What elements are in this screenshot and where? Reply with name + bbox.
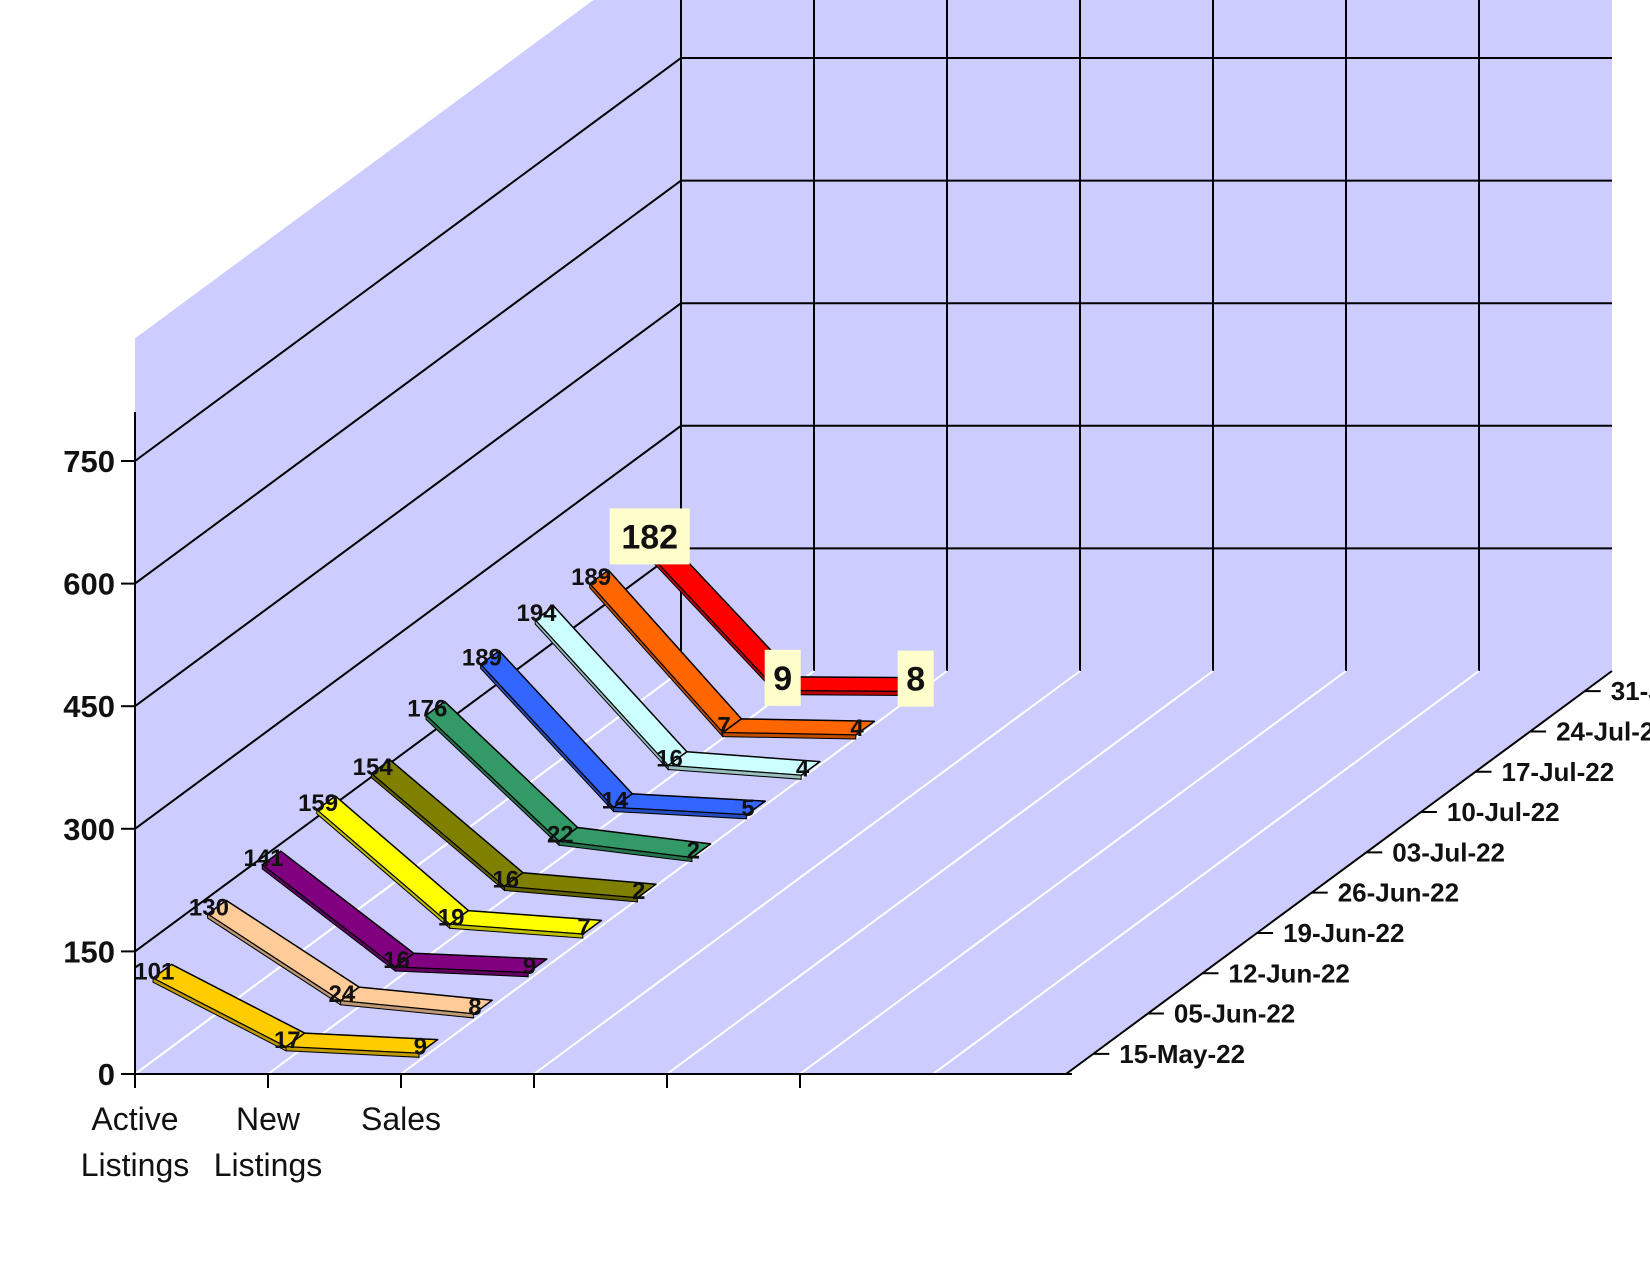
back-wall [681, 0, 1612, 671]
data-label: 9 [523, 953, 536, 980]
floor-gridline [533, 670, 1081, 1075]
data-label: 141 [243, 845, 283, 872]
data-label: 2 [632, 878, 645, 905]
series-label: 19-Jun-22 [1283, 918, 1404, 948]
ribbon-edge [394, 966, 529, 978]
data-label: 159 [298, 790, 338, 817]
ribbon-edge [722, 732, 857, 740]
series-label: 10-Jul-22 [1447, 797, 1560, 827]
data-label: 9 [414, 1033, 427, 1060]
series-label: 17-Jul-22 [1502, 757, 1615, 787]
y-tick-label: 600 [63, 567, 115, 602]
data-label: 2 [687, 838, 700, 865]
data-label: 130 [189, 894, 229, 921]
floor-gridline [666, 670, 1214, 1075]
y-tick-label: 150 [63, 934, 115, 969]
data-label: 17 [274, 1027, 301, 1054]
data-label: 4 [850, 715, 864, 742]
depth-axis [1065, 670, 1613, 1075]
highlight-label-box [609, 508, 690, 565]
series-label: 15-May-22 [1119, 1039, 1245, 1069]
series-label: 24-Jul-22 [1556, 716, 1650, 746]
ribbon-edge [449, 923, 584, 939]
y-tick-label: 0 [98, 1057, 115, 1092]
category-label: New Listings [214, 1101, 323, 1183]
series-label: 05-Jun-22 [1174, 999, 1295, 1029]
data-label: 24 [329, 981, 356, 1008]
ribbon-edge [558, 840, 693, 863]
data-label: 154 [353, 754, 394, 781]
data-label: 7 [717, 713, 730, 740]
y-tick-label: 300 [63, 812, 115, 847]
ribbon-edge [667, 764, 802, 780]
ribbon-edge [285, 1046, 420, 1058]
data-label: 101 [134, 958, 174, 985]
category-label: Active Listings [81, 1101, 190, 1183]
y-tick-label: 750 [63, 444, 115, 479]
category-label: Sales [361, 1101, 441, 1137]
data-label: 4 [796, 755, 810, 782]
data-label: 5 [741, 795, 754, 822]
ribbon-edge [503, 885, 638, 903]
floor-gridline [932, 670, 1480, 1075]
data-label: 16 [492, 867, 519, 894]
data-label: 22 [547, 821, 574, 848]
data-label: 176 [407, 695, 447, 722]
y-tick-label: 450 [63, 689, 115, 724]
series-label: 12-Jun-22 [1229, 958, 1350, 988]
data-label: 9 [773, 660, 792, 698]
highlight-label-box [897, 650, 934, 707]
series-label: 03-Jul-22 [1392, 837, 1505, 867]
ribbon-edge [340, 1000, 475, 1019]
data-label: 16 [383, 947, 410, 974]
data-label: 8 [468, 994, 481, 1021]
series-label: 26-Jun-22 [1338, 878, 1459, 908]
data-label: 14 [602, 788, 629, 815]
data-label: 189 [462, 645, 502, 672]
data-label: 19 [438, 904, 465, 931]
series-label: 31-Jul-22 [1611, 676, 1650, 706]
floor-gridline [799, 670, 1347, 1075]
data-label: 16 [656, 746, 683, 773]
highlight-label-box [764, 649, 801, 706]
data-label: 7 [577, 914, 590, 941]
data-label: 194 [516, 600, 557, 627]
data-label: 189 [571, 564, 611, 591]
data-label: 182 [621, 518, 678, 556]
data-label: 8 [906, 661, 925, 699]
side-wall [135, 0, 681, 1074]
ribbon-edge [613, 806, 748, 820]
